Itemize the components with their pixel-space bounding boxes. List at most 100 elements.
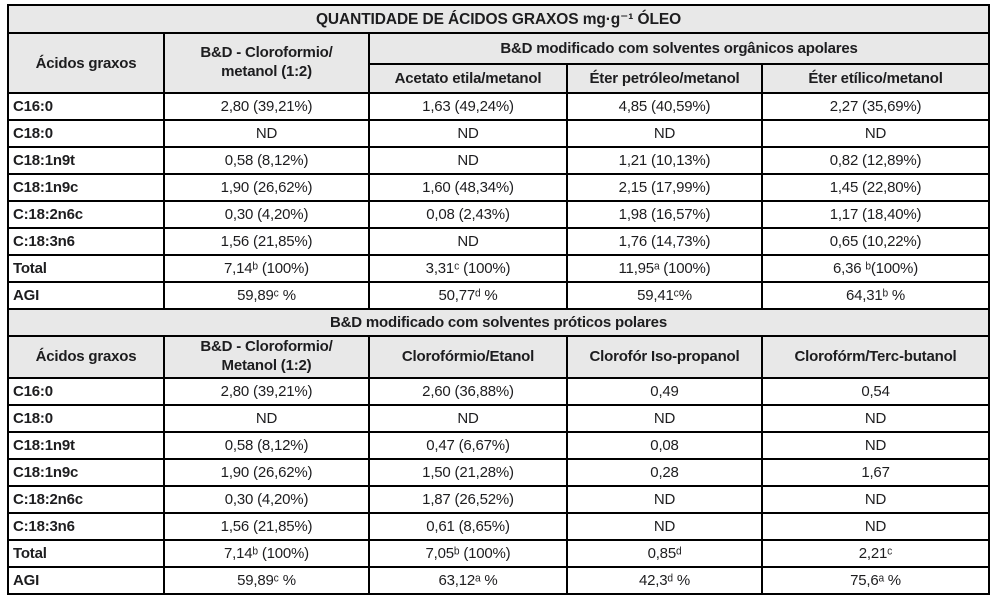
cell-value: ND — [163, 119, 370, 148]
table-row: Total 7,14ᵇ (100%) 7,05ᵇ (100%) 0,85ᵈ 2,… — [7, 538, 991, 568]
col-header-acetato-etila-metanol: Acetato etila/metanol — [368, 63, 568, 94]
table-row: Total 7,14ᵇ (100%) 3,31ᶜ (100%) 11,95ᵃ (… — [7, 254, 991, 283]
table-row: C:18:2n6c 0,30 (4,20%) 1,87 (26,52%) ND … — [7, 484, 991, 514]
cell-value: 0,61 (8,65%) — [368, 511, 568, 541]
col-header-clorofor-iso-propanol: Clorofór Iso-propanol — [566, 335, 763, 379]
bd-header-line1: B&D - Cloroformio/ — [200, 338, 333, 355]
cell-value: 1,90 (26,62%) — [163, 173, 370, 202]
cell-value: ND — [760, 119, 991, 148]
table-row: C:18:3n6 1,56 (21,85%) ND 1,76 (14,73%) … — [7, 227, 991, 256]
cell-value: 7,14ᵇ (100%) — [163, 254, 370, 283]
cell-value: 0,85ᵈ — [566, 538, 763, 568]
cell-value: 59,89ᶜ % — [163, 281, 370, 310]
cell-value: ND — [760, 430, 991, 460]
table-title: QUANTIDADE DE ÁCIDOS GRAXOS mg·g⁻¹ ÓLEO — [6, 4, 991, 34]
table-row: C18:1n9c 1,90 (26,62%) 1,60 (48,34%) 2,1… — [7, 173, 991, 202]
cell-value: 0,28 — [566, 457, 763, 487]
cell-value: 0,82 (12,89%) — [760, 146, 991, 175]
cell-value: 1,56 (21,85%) — [163, 227, 370, 256]
cell-value: 2,80 (39,21%) — [163, 376, 370, 406]
col-header-acidos-graxos-2: Ácidos graxos — [7, 335, 165, 379]
cell-value: 1,63 (49,24%) — [368, 92, 568, 121]
cell-value: ND — [566, 403, 763, 433]
row-label: AGI — [7, 565, 165, 595]
cell-value: ND — [760, 511, 991, 541]
col-header-eter-petroleo-metanol: Éter petróleo/metanol — [566, 63, 763, 94]
cell-value: ND — [163, 403, 370, 433]
cell-value: 11,95ᵃ (100%) — [566, 254, 763, 283]
row-label: C:18:2n6c — [7, 484, 165, 514]
table-row: C:18:2n6c 0,30 (4,20%) 0,08 (2,43%) 1,98… — [7, 200, 991, 229]
cell-value: 1,98 (16,57%) — [566, 200, 763, 229]
table-row: C18:1n9t 0,58 (8,12%) 0,47 (6,67%) 0,08 … — [7, 430, 991, 460]
group-header-apolares: B&D modificado com solventes orgânicos a… — [367, 32, 991, 65]
cell-value: 2,60 (36,88%) — [368, 376, 568, 406]
table-row: C:18:3n6 1,56 (21,85%) 0,61 (8,65%) ND N… — [7, 511, 991, 541]
cell-value: 2,21ᶜ — [760, 538, 991, 568]
cell-value: 1,76 (14,73%) — [566, 227, 763, 256]
row-label: C18:1n9t — [7, 146, 165, 175]
cell-value: ND — [368, 119, 568, 148]
cell-value: 1,21 (10,13%) — [566, 146, 763, 175]
table-row: C18:0 ND ND ND ND — [7, 119, 991, 148]
row-label: C18:0 — [7, 403, 165, 433]
row-label: C18:1n9t — [7, 430, 165, 460]
col-header-bd-cloroformio-metanol-2: B&D - Cloroformio/ Metanol (1:2) — [163, 335, 370, 379]
cell-value: 1,60 (48,34%) — [368, 173, 568, 202]
cell-value: ND — [368, 403, 568, 433]
cell-value: 0,54 — [760, 376, 991, 406]
cell-value: 1,87 (26,52%) — [368, 484, 568, 514]
row-label: C18:1n9c — [7, 457, 165, 487]
table-row: C16:0 2,80 (39,21%) 1,63 (49,24%) 4,85 (… — [7, 92, 991, 121]
cell-value: 3,31ᶜ (100%) — [368, 254, 568, 283]
cell-value: ND — [760, 484, 991, 514]
cell-value: 0,49 — [566, 376, 763, 406]
cell-value: 1,67 — [760, 457, 991, 487]
col-header-bd-cloroformio-metanol-1: B&D - Cloroformio/ metanol (1:2) — [163, 32, 370, 94]
cell-value: 0,30 (4,20%) — [163, 484, 370, 514]
cell-value: 0,58 (8,12%) — [163, 146, 370, 175]
cell-value: ND — [566, 484, 763, 514]
row-label: AGI — [7, 281, 165, 310]
cell-value: 0,08 (2,43%) — [368, 200, 568, 229]
bd-header-line2: Metanol (1:2) — [221, 356, 312, 374]
cell-value: ND — [760, 403, 991, 433]
table-row: AGI 59,89ᶜ % 63,12ᵃ % 42,3ᵈ % 75,6ᵃ % — [7, 565, 991, 595]
col-header-cloroform-terc-butanol: Clorofórm/Terc-butanol — [760, 335, 991, 379]
bd-header-line1: B&D - Cloroformio/ — [200, 44, 333, 62]
cell-value: 7,05ᵇ (100%) — [368, 538, 568, 568]
cell-value: 4,85 (40,59%) — [566, 92, 763, 121]
cell-value: ND — [368, 227, 568, 256]
cell-value: 42,3ᵈ % — [566, 565, 763, 595]
cell-value: 0,47 (6,67%) — [368, 430, 568, 460]
cell-value: ND — [368, 146, 568, 175]
cell-value: 59,41ᶜ% — [566, 281, 763, 310]
cell-value: 2,15 (17,99%) — [566, 173, 763, 202]
cell-value: 0,30 (4,20%) — [163, 200, 370, 229]
table-row: C18:1n9t 0,58 (8,12%) ND 1,21 (10,13%) 0… — [7, 146, 991, 175]
cell-value: 63,12ᵃ % — [368, 565, 568, 595]
cell-value: ND — [566, 119, 763, 148]
table-row: C16:0 2,80 (39,21%) 2,60 (36,88%) 0,49 0… — [7, 376, 991, 406]
row-label: C:18:3n6 — [7, 511, 165, 541]
cell-value: 6,36 ᵇ(100%) — [760, 254, 991, 283]
cell-value: 59,89ᶜ % — [163, 565, 370, 595]
bd-header-line2: metanol (1:2) — [221, 63, 312, 80]
cell-value: 1,50 (21,28%) — [368, 457, 568, 487]
col-header-eter-etilico-metanol: Éter etílico/metanol — [760, 63, 991, 94]
cell-value: 1,45 (22,80%) — [760, 173, 991, 202]
cell-value: 1,17 (18,40%) — [760, 200, 991, 229]
cell-value: ND — [566, 511, 763, 541]
row-label: C16:0 — [7, 376, 165, 406]
col-header-acidos-graxos-1: Ácidos graxos — [7, 32, 165, 94]
cell-value: 0,65 (10,22%) — [760, 227, 991, 256]
row-label: Total — [7, 538, 165, 568]
row-label: C:18:2n6c — [7, 200, 165, 229]
cell-value: 7,14ᵇ (100%) — [163, 538, 370, 568]
row-label: C:18:3n6 — [7, 227, 165, 256]
fatty-acids-table: QUANTIDADE DE ÁCIDOS GRAXOS mg·g⁻¹ ÓLEO … — [6, 4, 991, 595]
col-header-cloroformio-etanol: Clorofórmio/Etanol — [368, 335, 568, 379]
cell-value: 2,80 (39,21%) — [163, 92, 370, 121]
cell-value: 75,6ᵃ % — [760, 565, 991, 595]
